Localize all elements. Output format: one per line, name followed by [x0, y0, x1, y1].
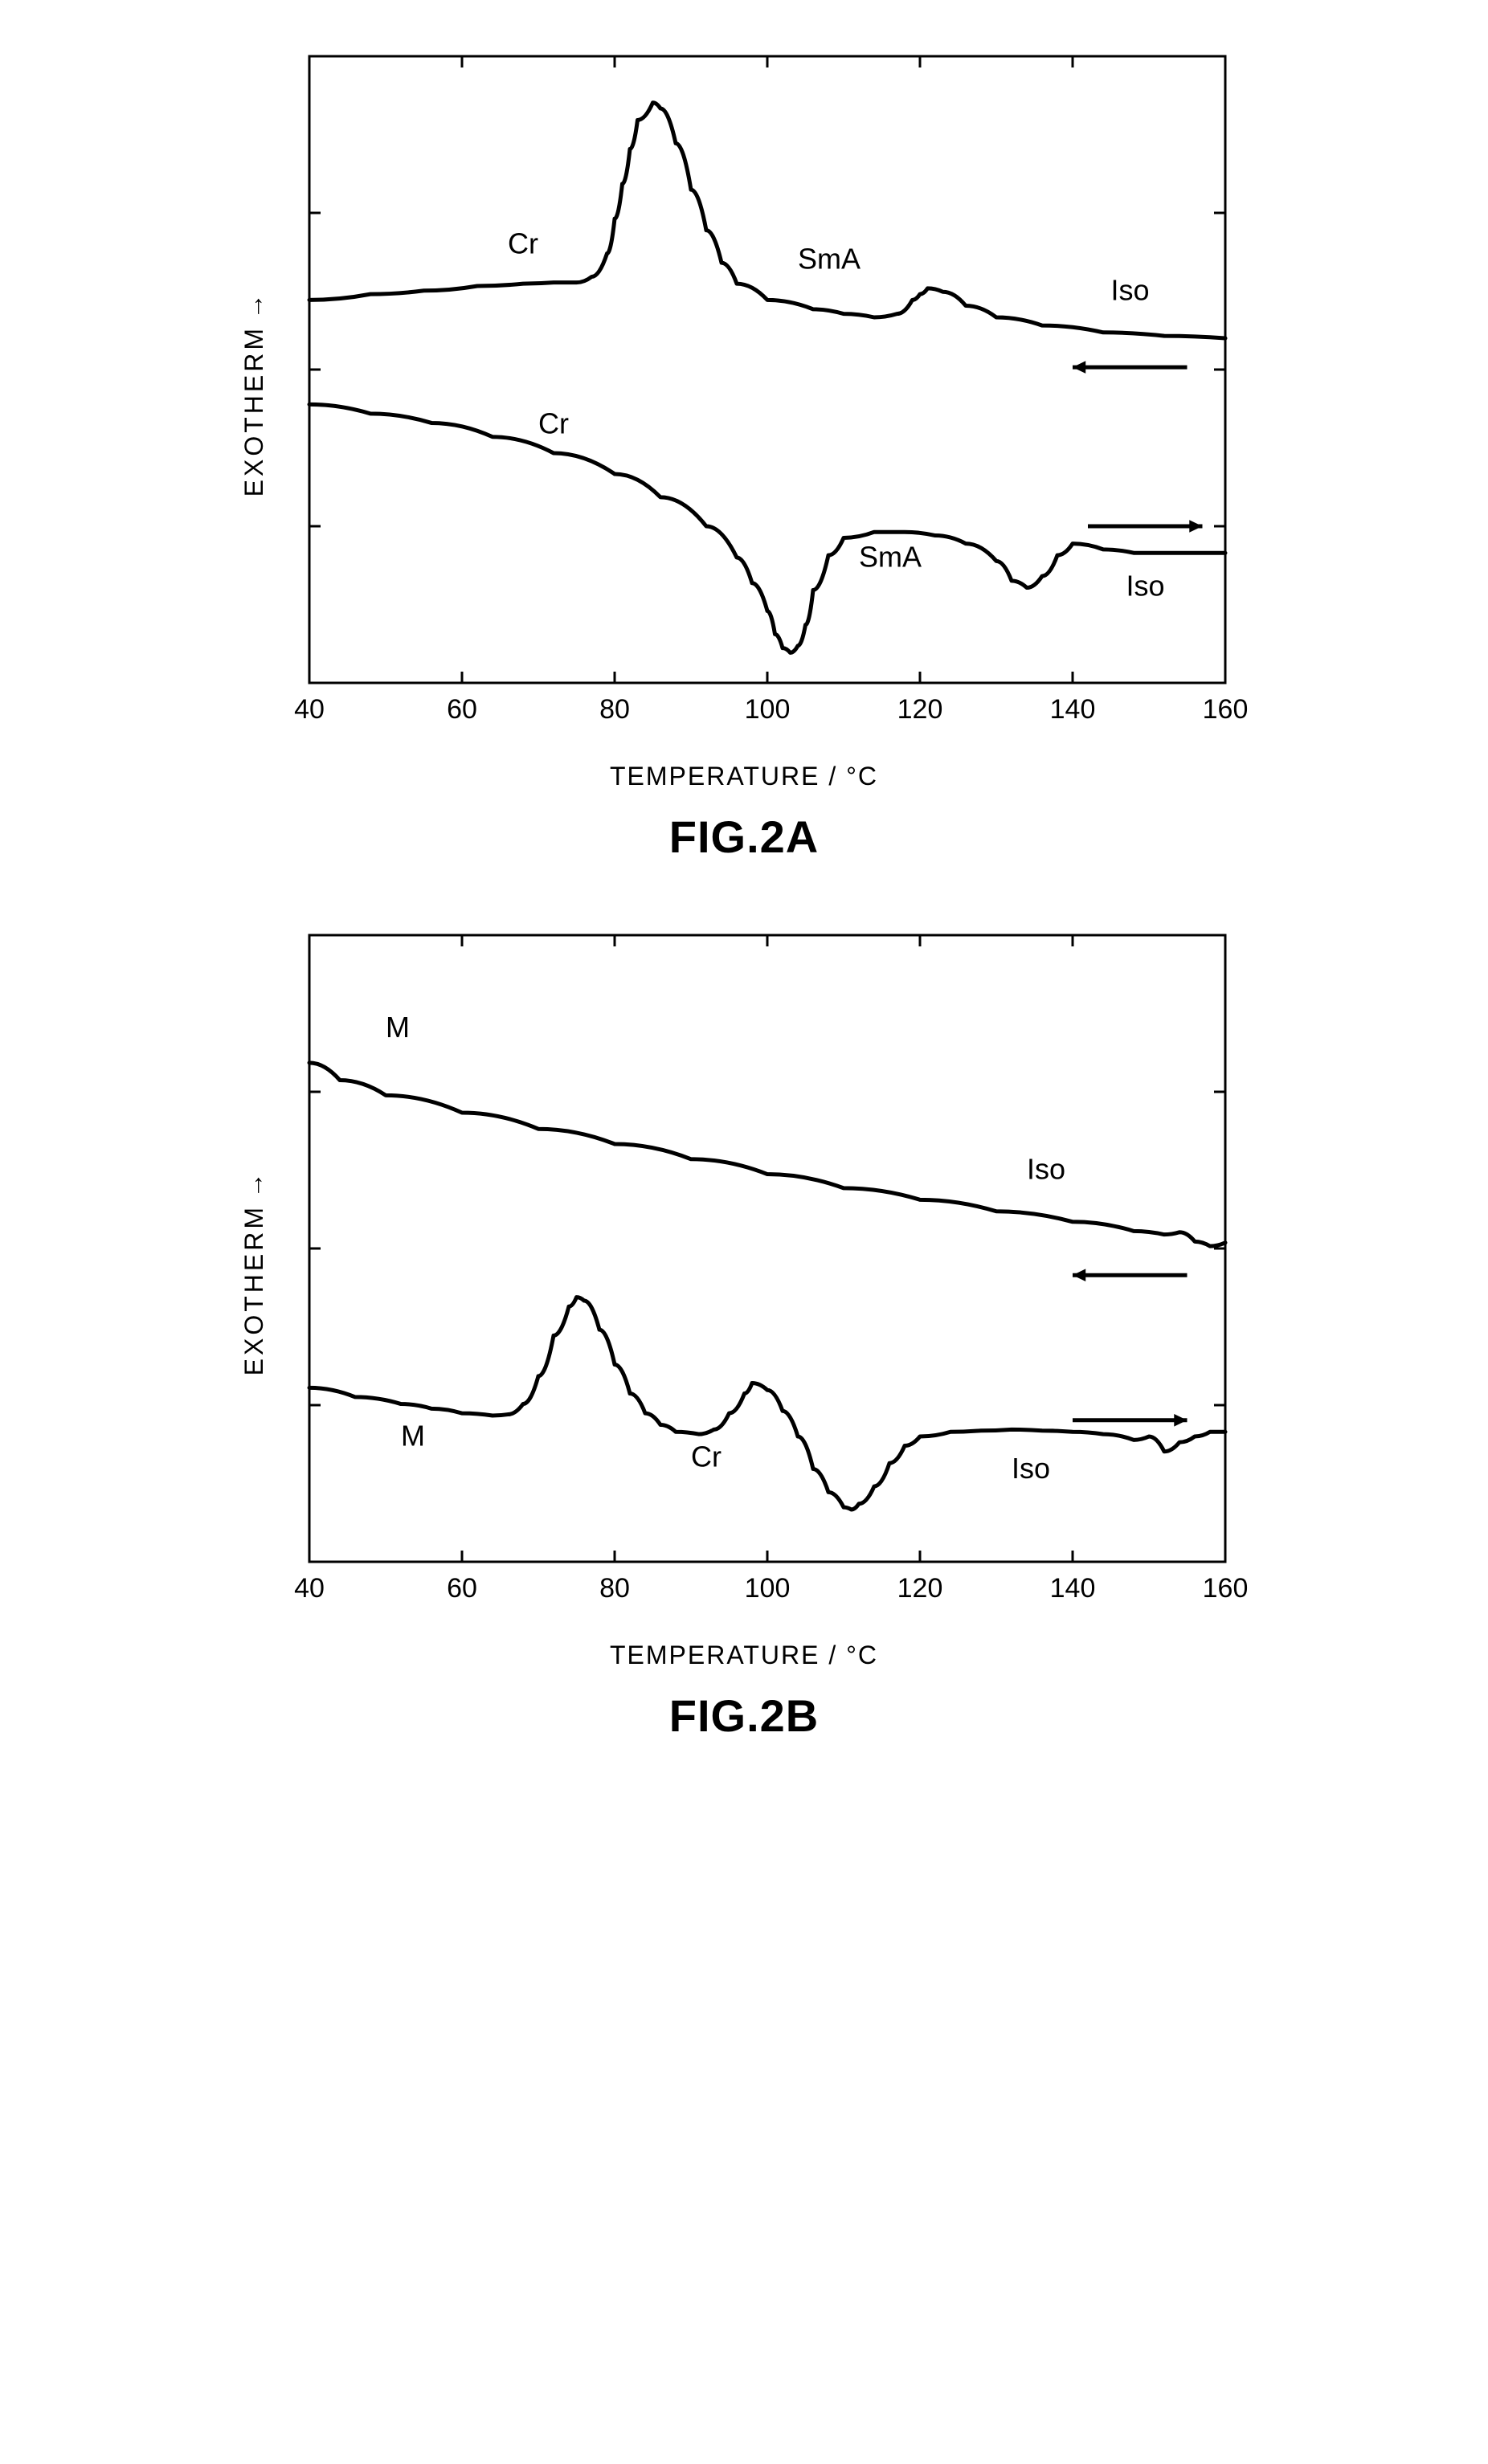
svg-text:SmA: SmA [798, 242, 861, 275]
svg-text:140: 140 [1049, 694, 1095, 725]
svg-text:Cr: Cr [508, 227, 538, 260]
fig-title-b: FIG.2B [669, 1690, 819, 1742]
svg-text:80: 80 [599, 1573, 630, 1604]
ylabel-arrow-a: → [239, 290, 269, 319]
svg-text:40: 40 [294, 694, 325, 725]
svg-text:140: 140 [1049, 1573, 1095, 1604]
svg-text:60: 60 [447, 1573, 477, 1604]
svg-text:160: 160 [1202, 694, 1248, 725]
fig-title-a: FIG.2A [669, 811, 819, 863]
svg-text:M: M [386, 1011, 410, 1044]
svg-text:Cr: Cr [538, 407, 569, 439]
svg-text:Iso: Iso [1126, 570, 1164, 603]
svg-text:SmA: SmA [859, 541, 922, 574]
ylabel-text-b: EXOTHERM [239, 1204, 269, 1375]
svg-text:100: 100 [744, 694, 790, 725]
ylabel-text-a: EXOTHERM [239, 325, 269, 496]
svg-text:160: 160 [1202, 1573, 1248, 1604]
fig-2b-row: EXOTHERM → 40 60 80 100 120 140 160 M Iso M Cr Iso [239, 911, 1249, 1634]
ylabel-a: EXOTHERM → [239, 290, 269, 496]
xlabel-b: TEMPERATURE / °C [610, 1641, 878, 1670]
fig-2a-row: EXOTHERM → 40 60 80 100 120 140 160 Cr SmA Iso Cr S… [239, 32, 1249, 755]
svg-text:40: 40 [294, 1573, 325, 1604]
svg-text:M: M [401, 1420, 425, 1453]
svg-text:Iso: Iso [1012, 1452, 1050, 1485]
fig-2b-block: EXOTHERM → 406080100120140160MIsoMCrIso … [239, 911, 1249, 1742]
svg-text:120: 120 [897, 1573, 942, 1604]
ylabel-arrow-b: → [239, 1169, 269, 1198]
fig-2a-block: EXOTHERM → 40 60 80 100 120 140 160 Cr SmA Iso Cr S… [239, 32, 1249, 863]
ylabel-b: EXOTHERM → [239, 1169, 269, 1375]
xlabel-a: TEMPERATURE / °C [610, 762, 878, 791]
svg-text:Iso: Iso [1110, 273, 1149, 306]
svg-text:Cr: Cr [691, 1440, 722, 1473]
chart-a-svg: 40 60 80 100 120 140 160 Cr SmA Iso Cr SmA Iso [285, 32, 1249, 755]
svg-text:100: 100 [744, 1573, 790, 1604]
svg-text:Iso: Iso [1027, 1152, 1065, 1185]
svg-text:80: 80 [599, 694, 630, 725]
svg-text:120: 120 [897, 694, 942, 725]
svg-text:60: 60 [447, 694, 477, 725]
chart-b-svg: 40 60 80 100 120 140 160 M Iso M Cr Iso [285, 911, 1249, 1634]
